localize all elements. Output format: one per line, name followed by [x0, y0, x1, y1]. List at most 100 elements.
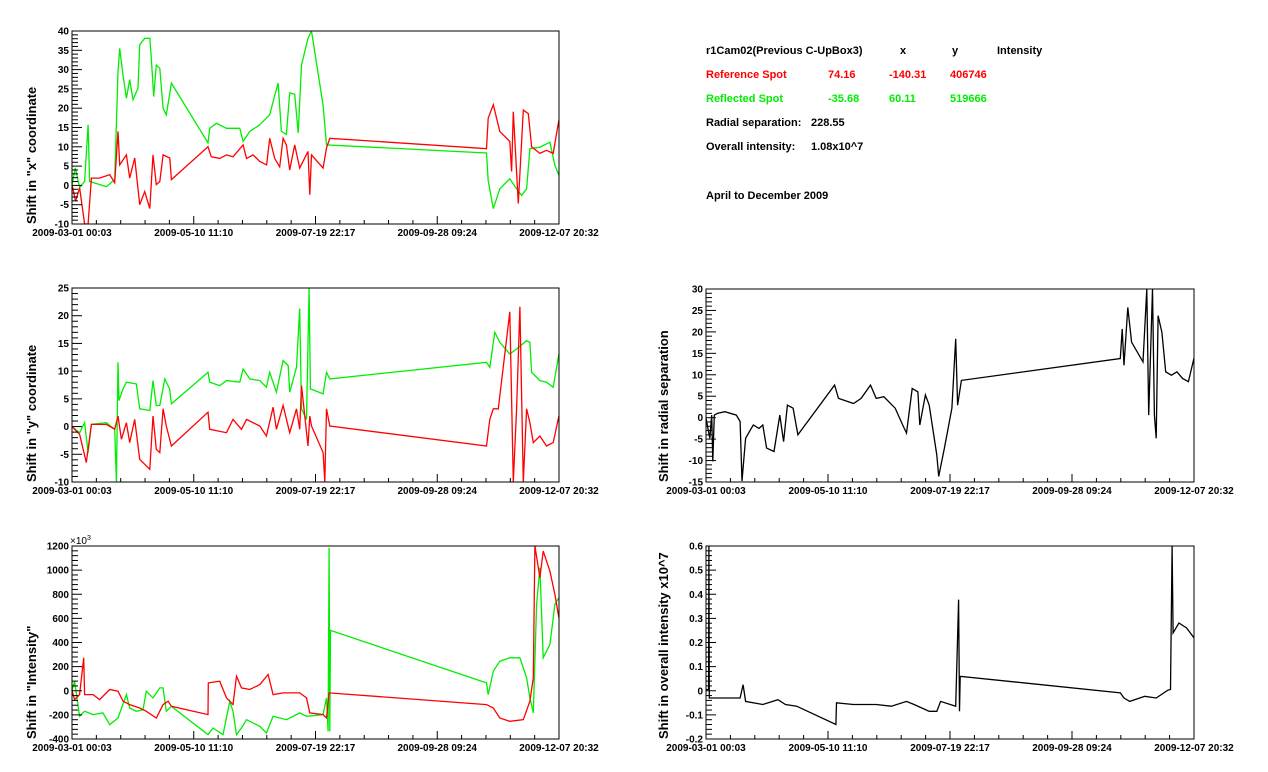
y-tick-label: -10: [55, 478, 70, 489]
y-tick-label: -5: [694, 435, 703, 446]
period-label: April to December 2009: [706, 190, 829, 202]
y-tick-label: 0: [697, 413, 703, 424]
y-tick-label: 30: [58, 65, 70, 76]
series-line-1: [72, 306, 559, 482]
reflected-spot-intensity: 519666: [950, 93, 987, 105]
y-tick-label: 30: [692, 285, 704, 296]
y-tick-label: 5: [63, 394, 69, 405]
series-line-1: [72, 102, 559, 224]
series-line-0: [72, 547, 559, 737]
y-tick-label: -10: [55, 220, 70, 231]
y-tick-label: 10: [692, 370, 704, 381]
overall-intensity-value: 1.08x10^7: [811, 141, 864, 153]
x-tick-label: 2009-09-28 09:24: [397, 743, 477, 754]
y-tick-label: -0.2: [686, 735, 704, 746]
x-tick-label: 2009-05-10 11:10: [154, 228, 233, 239]
y-tick-label: 10: [58, 142, 70, 153]
x-tick-label: 2009-09-28 09:24: [1032, 743, 1112, 754]
y-tick-label: 0: [697, 686, 703, 697]
info-header: r1Cam02(Previous C-UpBox3): [706, 45, 863, 57]
x-tick-label: 2009-12-07 20:32: [519, 743, 599, 754]
x-tick-label: 2009-09-28 09:24: [397, 228, 477, 239]
y-tick-label: 0.6: [689, 542, 703, 553]
reflected-spot-x: -35.68: [828, 93, 860, 105]
y-tick-label: -10: [689, 456, 704, 467]
x-tick-label: 2009-03-01 00:03: [32, 486, 112, 497]
plot-frame: [705, 288, 1195, 483]
series-line-0: [72, 31, 559, 209]
x-tick-label: 2009-05-10 11:10: [789, 486, 868, 497]
x-tick-label: 2009-05-10 11:10: [154, 743, 233, 754]
y-tick-label: 0.2: [689, 638, 703, 649]
y-tick-label: -5: [60, 200, 69, 211]
y-tick-label: 0.1: [689, 662, 703, 673]
y-axis-title: Shift in "Intensity": [24, 626, 39, 739]
x-tick-label: 2009-09-28 09:24: [1032, 486, 1112, 497]
y-tick-label: 400: [52, 638, 69, 649]
y-tick-label: 5: [63, 162, 69, 173]
chart-y-shift: 2009-03-01 00:03 2009-05-10 11:10 2009-07-…: [24, 284, 599, 498]
y-tick-label: 15: [58, 123, 70, 134]
x-tick-label: 2009-12-07 20:32: [1154, 743, 1234, 754]
y-tick-label: -15: [689, 478, 704, 489]
y-axis-title: Shift in "y" coordinate: [24, 345, 39, 482]
plot-frame: [705, 545, 1195, 740]
y-tick-label: 1200: [47, 542, 70, 553]
series-line-1: [72, 546, 559, 722]
y-tick-label: 0: [63, 686, 69, 697]
series-line-0: [72, 288, 559, 482]
y-tick-label: 1000: [47, 566, 70, 577]
x-tick-label: 2009-12-07 20:32: [519, 228, 599, 239]
x-tick-label: 2009-12-07 20:32: [1154, 486, 1234, 497]
y-tick-label: -400: [49, 735, 69, 746]
y-tick-label: 15: [58, 339, 70, 350]
overall-intensity-label: Overall intensity:: [706, 141, 796, 153]
chart-radial-separation: 2009-03-01 00:03 2009-05-10 11:10 2009-07-…: [656, 285, 1234, 498]
y-tick-label: 20: [692, 327, 704, 338]
y-tick-label: 20: [58, 311, 70, 322]
chart-x-shift: 2009-03-01 00:03 2009-05-10 11:10 2009-07-…: [24, 27, 599, 240]
y-axis-multiplier: ×103: [70, 535, 91, 547]
y-axis-title: Shift in radial separation: [656, 330, 671, 482]
x-tick-label: 2009-07-19 22:17: [276, 486, 356, 497]
y-tick-label: 10: [58, 367, 70, 378]
y-tick-label: 20: [58, 104, 70, 115]
y-tick-label: 35: [58, 46, 70, 57]
multiplier-base: ×10: [70, 536, 87, 547]
y-tick-label: 40: [58, 27, 70, 38]
radial-separation-value: 228.55: [811, 117, 845, 129]
y-tick-label: 0.4: [689, 590, 703, 601]
info-col-x: x: [900, 45, 907, 57]
reference-spot-x: 74.16: [828, 69, 856, 81]
x-tick-label: 2009-07-19 22:17: [276, 743, 356, 754]
y-tick-label: 600: [52, 614, 69, 625]
x-tick-label: 2009-03-01 00:03: [666, 743, 746, 754]
x-tick-label: 2009-09-28 09:24: [397, 486, 477, 497]
x-tick-label: 2009-07-19 22:17: [276, 228, 356, 239]
x-tick-label: 2009-05-10 11:10: [789, 743, 868, 754]
y-tick-label: 200: [52, 662, 69, 673]
y-axis-title: Shift in overall intensity x10^7: [656, 552, 671, 739]
y-tick-label: 0: [63, 181, 69, 192]
reference-spot-label: Reference Spot: [706, 69, 787, 81]
y-tick-label: -5: [60, 450, 69, 461]
x-tick-label: 2009-03-01 00:03: [666, 486, 746, 497]
y-tick-label: 25: [692, 306, 704, 317]
y-tick-label: 25: [58, 84, 70, 95]
y-tick-label: 800: [52, 590, 69, 601]
y-tick-label: 25: [58, 284, 70, 295]
multiplier-exponent: 3: [87, 535, 91, 542]
series-line-0: [706, 289, 1194, 482]
info-col-intensity: Intensity: [997, 45, 1043, 57]
y-tick-label: 15: [692, 349, 704, 360]
info-col-y: y: [952, 45, 959, 57]
x-tick-label: 2009-03-01 00:03: [32, 228, 112, 239]
plot-frame: [71, 287, 560, 483]
x-tick-label: 2009-12-07 20:32: [519, 486, 599, 497]
reflected-spot-label: Reflected Spot: [706, 93, 784, 105]
reference-spot-y: -140.31: [889, 69, 927, 81]
y-tick-label: 0.5: [689, 566, 703, 577]
chart-intensity-shift: 2009-03-01 00:03 2009-05-10 11:10 2009-07-…: [24, 535, 599, 754]
x-tick-label: 2009-05-10 11:10: [154, 486, 233, 497]
